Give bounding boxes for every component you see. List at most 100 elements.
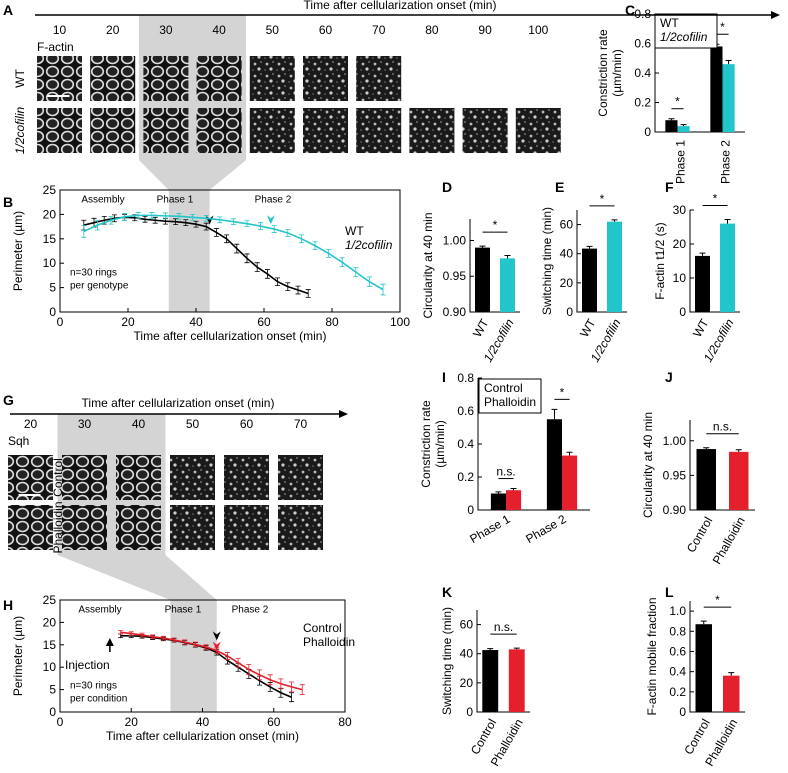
y-tick-label: 0	[644, 125, 651, 139]
legend-label: Phalloidin	[484, 395, 536, 409]
significance-label: *	[600, 192, 605, 206]
y-axis-label: Circularity at 40 min	[641, 412, 655, 518]
x-tick-label: 0	[57, 715, 64, 729]
micrograph	[116, 455, 161, 500]
y-axis-label: (µm/min)	[433, 420, 447, 468]
x-tick-label: 100	[390, 315, 410, 329]
injection-arrowhead	[105, 638, 114, 646]
y-axis-label: Constriction rate	[596, 29, 610, 117]
y-axis-label: (µm/min)	[610, 49, 624, 97]
micrograph	[515, 108, 561, 153]
y-tick-label: 20	[560, 276, 574, 290]
legend-label: Phalloidin	[303, 635, 355, 649]
micrograph	[37, 56, 82, 101]
x-tick-label: 40	[196, 715, 210, 729]
timeline-title: Time after cellularization onset (min)	[304, 0, 497, 12]
micrograph	[90, 108, 136, 153]
significance-label: *	[713, 192, 718, 206]
micrograph	[196, 108, 242, 153]
y-axis-label: Switching time (min)	[540, 207, 554, 315]
y-tick-label: 0.4	[457, 437, 474, 451]
micrograph	[143, 56, 189, 101]
y-tick-label: 0.8	[634, 7, 651, 21]
y-tick-label: 0.95	[663, 468, 687, 482]
note: per condition	[70, 694, 127, 705]
y-axis-label: Constriction rate	[419, 400, 433, 488]
micrograph	[278, 505, 323, 550]
micrograph	[143, 108, 189, 153]
arrowhead	[212, 641, 221, 651]
row-label: 1/2cofilin	[13, 107, 27, 155]
y-tick-label: 0.6	[457, 404, 474, 418]
x-tick-label: Phase 2	[523, 512, 568, 546]
bar	[695, 624, 712, 712]
x-tick-label: 40	[189, 315, 203, 329]
y-axis-label: Switching time (min)	[440, 607, 454, 715]
x-tick-label: 0	[57, 315, 64, 329]
legend-label: 1/2cofilin	[345, 238, 393, 252]
error-bar	[668, 118, 675, 121]
error-bar	[495, 491, 502, 494]
y-tick-label: 0.90	[663, 503, 687, 517]
x-tick-label: 20	[121, 315, 135, 329]
bar	[723, 675, 740, 712]
micrograph	[62, 505, 107, 550]
time-label: 20	[24, 417, 38, 431]
bar	[722, 64, 735, 132]
y-tick-label: 1.0	[669, 604, 686, 618]
y-axis-label: Circularity at 40 min	[421, 212, 435, 318]
stain-label: Sqh	[8, 434, 29, 448]
panel-letter: K	[442, 584, 452, 600]
micrograph	[356, 108, 402, 153]
y-tick-label: 60	[460, 618, 474, 632]
error-bar	[680, 124, 687, 127]
bar	[696, 449, 716, 510]
y-tick-label: 0.4	[634, 66, 651, 80]
x-tick-label: WT	[690, 316, 712, 340]
y-tick-label: 30	[673, 203, 687, 217]
y-tick-label: 20	[43, 615, 57, 629]
x-tick-label: WT	[470, 316, 492, 340]
error-bar	[289, 692, 295, 703]
micrograph	[249, 108, 295, 153]
timeline-arrowhead	[339, 410, 348, 418]
time-label: 40	[212, 23, 226, 37]
time-label: 30	[159, 23, 173, 37]
time-label: 20	[106, 23, 120, 37]
y-tick-label: 25	[43, 593, 57, 607]
phase-label: Phase 2	[255, 195, 292, 206]
error-bar	[586, 245, 593, 249]
time-label: 80	[425, 23, 439, 37]
y-tick-label: 0.6	[634, 37, 651, 51]
y-tick-label: 10	[673, 271, 687, 285]
phase-label: Assembly	[81, 195, 124, 206]
significance-label: *	[560, 385, 565, 399]
y-tick-label: 40	[460, 647, 474, 661]
y-tick-label: 0.8	[669, 624, 686, 638]
x-tick-label: 20	[125, 715, 139, 729]
panel-letter: C	[625, 2, 635, 18]
phase-label: Phase 1	[157, 195, 194, 206]
y-tick-label: 10	[43, 256, 57, 270]
time-label: 50	[266, 23, 280, 37]
micrograph	[303, 108, 348, 153]
legend-label: 1/2cofilin	[660, 30, 708, 44]
bar	[475, 247, 490, 312]
phase-label: Assembly	[78, 605, 121, 616]
row-label: WT	[13, 69, 27, 88]
micrograph	[8, 505, 53, 550]
micrograph	[170, 455, 215, 500]
time-label: 60	[240, 417, 254, 431]
legend-box	[478, 378, 542, 414]
error-bar	[699, 252, 706, 256]
panel-letter: G	[3, 392, 14, 408]
y-tick-label: 0.95	[443, 269, 467, 283]
x-tick-label: Phalloidin	[710, 515, 748, 567]
bar	[677, 126, 690, 132]
error-bar	[700, 620, 707, 625]
micrograph	[224, 455, 269, 500]
panel-letter: D	[442, 179, 452, 195]
phase-label: Phase 2	[232, 605, 269, 616]
micrograph	[249, 56, 295, 101]
